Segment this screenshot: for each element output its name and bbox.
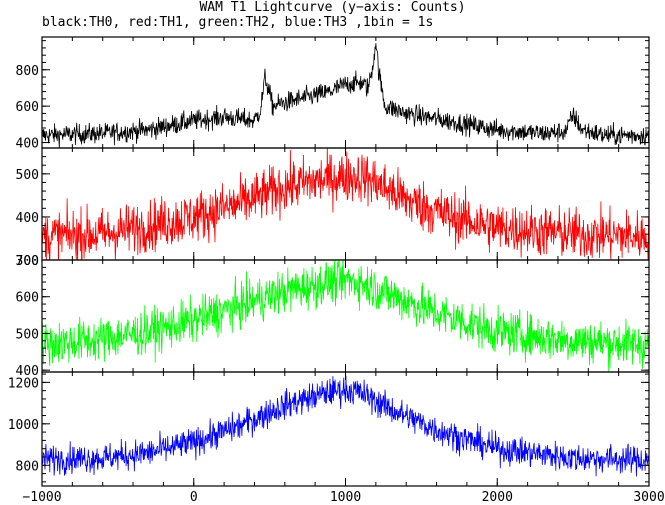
x-tick-label: 0 bbox=[190, 490, 198, 505]
x-tick-label: −1000 bbox=[22, 490, 61, 505]
y-tick-label: 800 bbox=[16, 64, 39, 79]
y-tick-label: 600 bbox=[16, 291, 39, 306]
series-line-th0 bbox=[42, 43, 649, 148]
panel-th0: 400 600 800 bbox=[16, 36, 650, 152]
chart-subtitle: black:TH0, red:TH1, green:TH2, blue:TH3 … bbox=[42, 15, 434, 30]
series-line-th2 bbox=[42, 260, 649, 372]
y-tick-label: 500 bbox=[16, 168, 39, 183]
y-tick-label: 800 bbox=[16, 459, 39, 474]
panel-th1: 300 400 500 bbox=[16, 147, 650, 269]
y-tick-label: 400 bbox=[16, 137, 39, 152]
chart-title: WAM T1 Lightcurve (y−axis: Counts) bbox=[199, 0, 466, 15]
x-tick-label: 1000 bbox=[330, 490, 361, 505]
y-tick-label: 1000 bbox=[8, 418, 39, 433]
y-tick-label: 500 bbox=[16, 327, 39, 342]
series-line-th3 bbox=[42, 375, 649, 477]
panel-th2: 400 500 600 700 bbox=[16, 254, 650, 379]
x-tick-label: 3000 bbox=[633, 490, 664, 505]
x-tick-label: 2000 bbox=[482, 490, 513, 505]
series-line-th1 bbox=[42, 148, 649, 260]
y-tick-label: 1200 bbox=[8, 376, 39, 391]
y-tick-label: 400 bbox=[16, 364, 39, 379]
y-tick-label: 600 bbox=[16, 100, 39, 115]
panel-frame bbox=[41, 147, 650, 261]
y-tick-label: 300 bbox=[16, 254, 39, 269]
panel-th3: 800 1000 1200 bbox=[8, 371, 650, 487]
y-tick-label: 400 bbox=[16, 211, 39, 226]
y-tick-label: 700 bbox=[16, 254, 39, 269]
